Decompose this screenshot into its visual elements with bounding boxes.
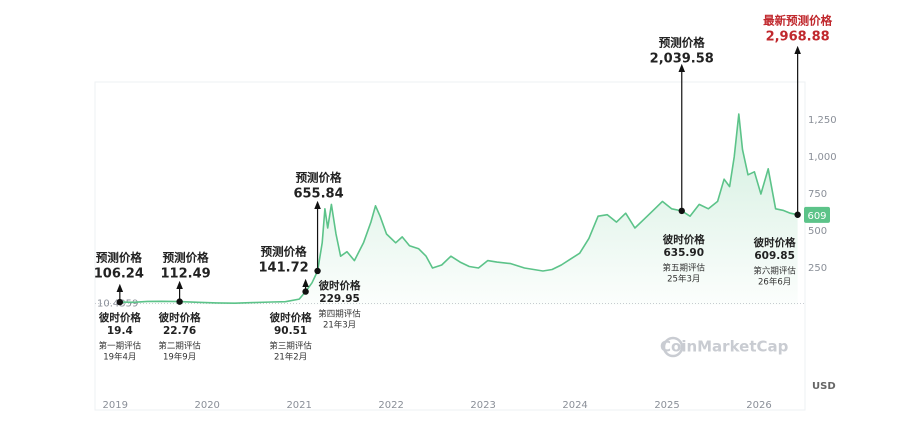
price-dot xyxy=(176,298,183,305)
period-label: 第二期评估 xyxy=(158,341,201,352)
y-tick-label: 750 xyxy=(808,189,827,200)
price-dot xyxy=(314,267,321,275)
price-value: 635.90 xyxy=(663,247,704,259)
y-tick-label: 1,000 xyxy=(808,152,837,163)
y-tick-label: 500 xyxy=(808,226,827,237)
predicted-heading: 预测价格 xyxy=(659,36,705,50)
period-label: 第四期评估 xyxy=(318,309,361,320)
period-label: 第五期评估 xyxy=(663,263,706,274)
x-tick-label: 2024 xyxy=(562,400,587,411)
area xyxy=(119,114,798,305)
price-dot xyxy=(302,288,309,295)
predicted-heading: 预测价格 xyxy=(296,171,342,185)
watermark-logo xyxy=(662,336,684,358)
y-tick-label: 250 xyxy=(808,263,827,274)
price-value: 609.85 xyxy=(754,250,795,262)
period-date: 25年3月 xyxy=(667,274,700,285)
period-date: 19年4月 xyxy=(103,352,136,363)
predicted-value: 655.84 xyxy=(293,187,343,202)
price-dot xyxy=(116,298,124,306)
price-dot xyxy=(794,211,801,218)
watermark: CoinMarketCap xyxy=(660,338,789,356)
currency-label: USD xyxy=(812,381,836,392)
price-heading: 彼时价格 xyxy=(754,236,796,249)
period-date: 21年3月 xyxy=(323,320,356,331)
predicted-heading: 预测价格 xyxy=(163,251,209,265)
x-tick-label: 2022 xyxy=(378,400,403,411)
period-label: 第三期评估 xyxy=(269,341,312,352)
x-tick-label: 2020 xyxy=(194,400,219,411)
period-label: 第六期评估 xyxy=(753,266,796,277)
predicted-value: 112.49 xyxy=(161,267,211,282)
x-tick-label: 2021 xyxy=(286,400,311,411)
price-heading: 彼时价格 xyxy=(663,233,705,246)
x-tick-label: 2023 xyxy=(470,400,495,411)
period-date: 19年9月 xyxy=(163,352,196,363)
period-date: 21年2月 xyxy=(274,352,307,363)
period-label: 第一期评估 xyxy=(99,341,142,352)
price-heading: 彼时价格 xyxy=(319,279,361,292)
y-tick-label: 1,250 xyxy=(808,115,837,126)
price-value: 22.76 xyxy=(163,325,196,337)
price-heading: 彼时价格 xyxy=(270,311,312,324)
x-tick-label: 2019 xyxy=(103,400,128,411)
price-heading: 彼时价格 xyxy=(159,311,201,324)
predicted-heading: 最新预测价格 xyxy=(763,14,832,28)
price-value: 90.51 xyxy=(274,325,307,337)
plot-frame xyxy=(94,81,806,411)
price-heading: 彼时价格 xyxy=(99,311,141,324)
price-tag xyxy=(804,206,830,223)
predicted-heading: 预测价格 xyxy=(96,251,142,265)
price-line xyxy=(119,113,798,304)
predicted-value: 2,968.88 xyxy=(766,30,830,45)
predicted-value: 141.72 xyxy=(259,261,309,276)
period-date: 26年6月 xyxy=(758,277,791,288)
predicted-value: 2,039.58 xyxy=(650,52,714,67)
x-tick-label: 2026 xyxy=(746,400,771,411)
price-dot xyxy=(678,207,685,215)
price-tag-label: 609 xyxy=(807,211,826,222)
price-value: 19.4 xyxy=(107,325,133,337)
predicted-value: 106.24 xyxy=(94,267,144,282)
predicted-heading: 预测价格 xyxy=(261,245,307,259)
x-tick-label: 2025 xyxy=(654,400,679,411)
price-value: 229.95 xyxy=(319,293,360,305)
